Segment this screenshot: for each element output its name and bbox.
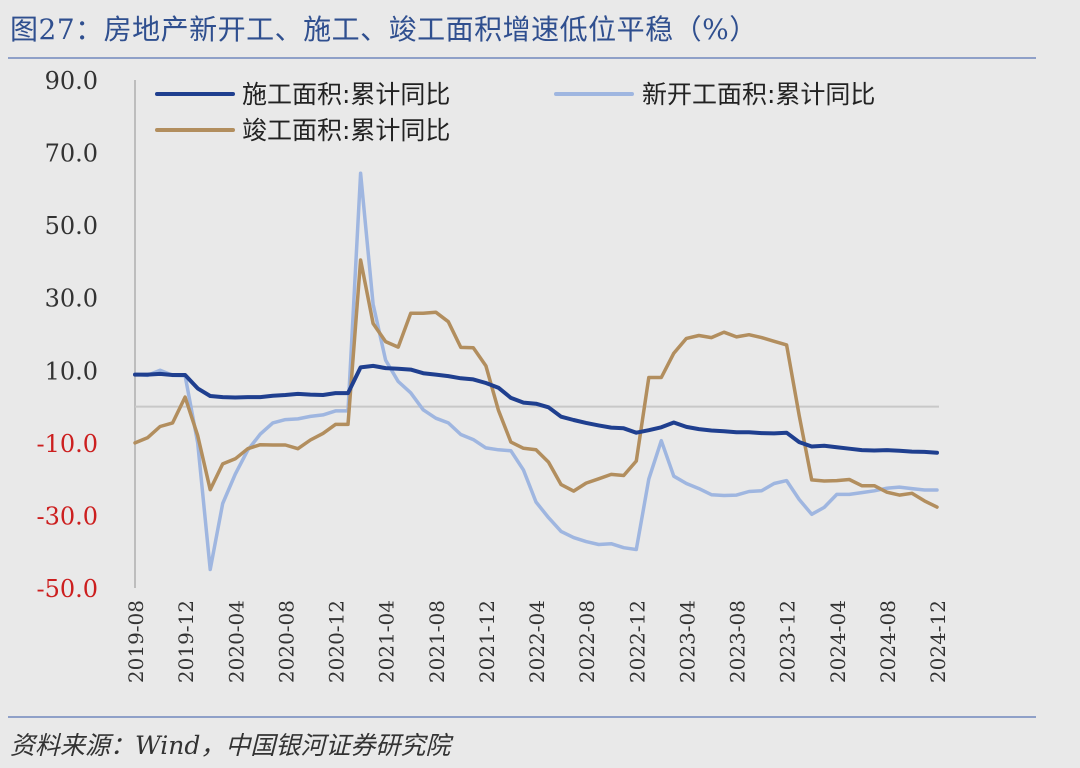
x-tick-label: 2023-08 xyxy=(726,600,750,683)
y-tick-label: -30.0 xyxy=(36,502,98,530)
series-lines xyxy=(133,171,939,572)
x-tick-label: 2021-08 xyxy=(425,600,449,683)
x-tick-label: 2019-12 xyxy=(174,600,198,683)
x-axis: 2019-08 2019-12 2020-04 2020-08 2020-12 2021-… xyxy=(124,405,950,683)
legend-label-1: 新开工面积:累计同比 xyxy=(642,80,875,109)
series-line-2 xyxy=(133,258,939,509)
y-tick-label: 10.0 xyxy=(45,357,98,385)
legend-label-2: 竣工面积:累计同比 xyxy=(242,116,450,145)
source-divider xyxy=(8,716,1036,718)
series-line-1 xyxy=(133,171,939,572)
title-divider xyxy=(8,57,1036,59)
y-tick-label: -50.0 xyxy=(36,575,98,603)
x-tick-label: 2024-04 xyxy=(826,600,850,683)
x-tick-label: 2020-08 xyxy=(274,600,298,683)
figure-title: 图27：房地产新开工、施工、竣工面积增速低位平稳（%） xyxy=(10,13,758,46)
x-tick-label: 2023-04 xyxy=(675,600,699,683)
y-axis: 90.0 70.0 50.0 30.0 10.0 -10.0 -30.0 -50.0 xyxy=(36,67,136,603)
y-tick-label: 90.0 xyxy=(45,67,98,95)
x-tick-label: 2021-04 xyxy=(375,600,399,683)
series-line-0 xyxy=(133,363,939,455)
legend-label-0: 施工面积:累计同比 xyxy=(242,80,450,109)
x-tick-label: 2024-12 xyxy=(926,600,950,683)
x-tick-label: 2022-12 xyxy=(625,600,649,683)
x-tick-label: 2022-04 xyxy=(525,600,549,683)
x-tick-label: 2020-12 xyxy=(325,600,349,683)
x-tick-label: 2023-12 xyxy=(776,600,800,683)
x-tick-label: 2021-12 xyxy=(475,600,499,683)
x-tick-label: 2022-08 xyxy=(575,600,599,683)
y-tick-label: 50.0 xyxy=(45,212,98,240)
x-tick-label: 2019-08 xyxy=(124,600,148,683)
source-note: 资料来源：Wind，中国银河证券研究院 xyxy=(10,731,451,760)
y-tick-label: 30.0 xyxy=(45,285,98,313)
y-tick-label: -10.0 xyxy=(36,430,98,458)
x-tick-label: 2024-08 xyxy=(876,600,900,683)
x-tick-label: 2020-04 xyxy=(224,600,248,683)
y-tick-label: 70.0 xyxy=(45,140,98,168)
